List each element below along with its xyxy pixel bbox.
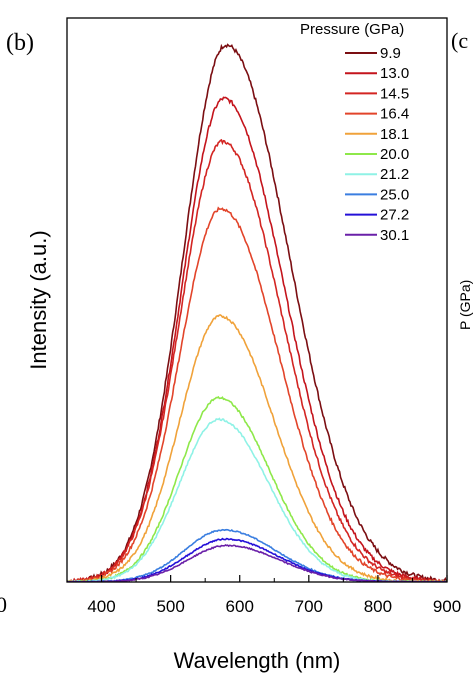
x-tick-label: 700: [295, 597, 323, 616]
legend-title: Pressure (GPa): [300, 21, 404, 38]
x-tick-label: 400: [87, 597, 115, 616]
legend-label-18.1: 18.1: [380, 126, 409, 143]
legend-label-25.0: 25.0: [380, 186, 409, 203]
x-tick-label: 500: [156, 597, 184, 616]
next-panel-label-fragment: (c: [451, 28, 468, 53]
legend-label-27.2: 27.2: [380, 207, 409, 224]
series-line-9.9: [67, 43, 447, 582]
legend-label-20.0: 20.0: [380, 146, 409, 163]
legend-label-21.2: 21.2: [380, 166, 409, 183]
legend-label-14.5: 14.5: [380, 85, 409, 102]
series-line-14.5: [67, 138, 447, 582]
next-panel-axis-fragment: P (GPa): [457, 280, 473, 330]
legend-label-30.1: 30.1: [380, 227, 409, 244]
x-axis-ticks: 400 500 600 700 800 900: [87, 575, 461, 616]
x-tick-label: 800: [364, 597, 392, 616]
legend-label-13.0: 13.0: [380, 65, 409, 82]
x-tick-label: 600: [226, 597, 254, 616]
y-axis-label: Intensity (a.u.): [26, 230, 51, 369]
legend: Pressure (GPa) 9.9 13.0 14.5 16.4 18.1 20.0 21…: [300, 21, 409, 244]
legend-label-16.4: 16.4: [380, 106, 409, 123]
series-line-18.1: [67, 314, 447, 582]
x-tick-label: 900: [433, 597, 461, 616]
plot-frame: [66, 17, 448, 583]
series-line-16.4: [67, 206, 447, 582]
legend-label-9.9: 9.9: [380, 45, 401, 62]
left-edge-tick-fragment: 0: [0, 592, 7, 617]
panel-label: (b): [6, 30, 34, 56]
x-axis-label: Wavelength (nm): [174, 648, 341, 673]
